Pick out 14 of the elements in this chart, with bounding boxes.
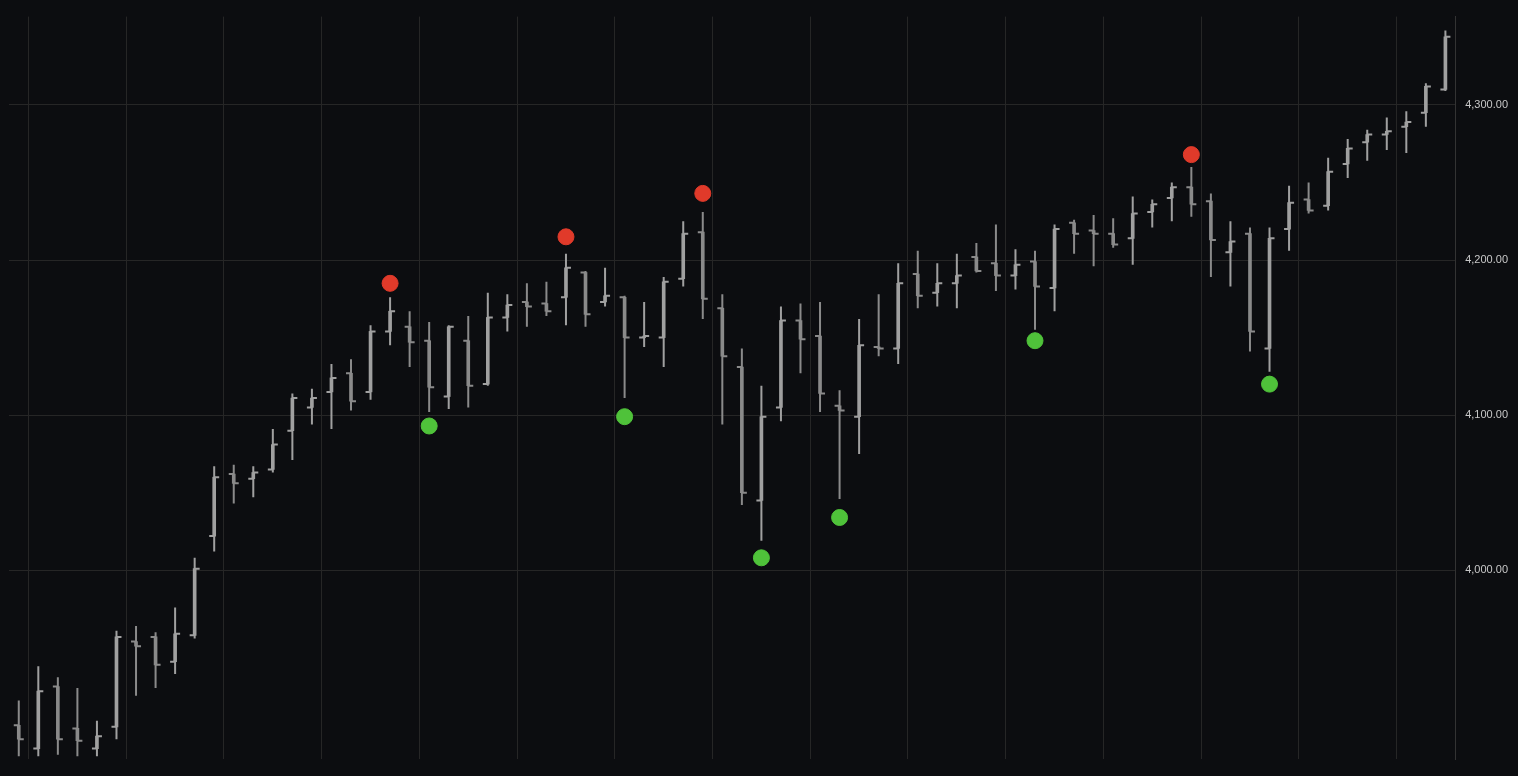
y-tick-label: 4,000.00 (1465, 563, 1509, 576)
point (831, 508, 849, 526)
point (752, 549, 770, 567)
y-tick-label: 4,200.00 (1465, 253, 1509, 266)
point (1182, 146, 1200, 164)
y-tick-label: 4,100.00 (1465, 408, 1509, 421)
point (557, 228, 575, 246)
point (381, 274, 399, 292)
y-tick-label: 4,300.00 (1465, 98, 1509, 111)
point (1261, 375, 1279, 393)
point (420, 417, 438, 435)
point (694, 184, 712, 202)
point (616, 408, 634, 426)
point (1026, 332, 1044, 350)
